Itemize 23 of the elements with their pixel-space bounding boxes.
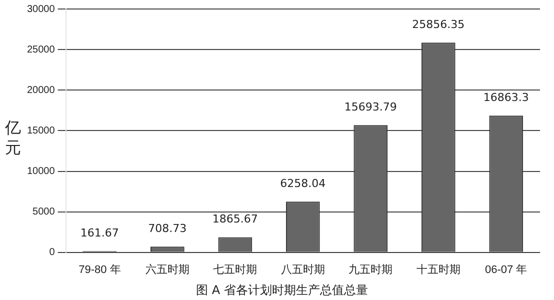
text: 图 A 省各计划时期生产总值总量 bbox=[196, 282, 368, 297]
x-tick-label: 八五时期 bbox=[280, 263, 325, 276]
y-tick-label: 20000 bbox=[26, 84, 56, 96]
y-tick-label: 0 bbox=[49, 247, 56, 258]
data-label: 708.73 bbox=[148, 222, 187, 236]
x-tick-label: 九五时期 bbox=[348, 263, 393, 276]
data-label: 1865.67 bbox=[212, 212, 258, 226]
x-tick-label: 06-07 年 bbox=[485, 264, 528, 276]
x-tick-label: 六五时期 bbox=[145, 263, 190, 276]
data-label: 6258.04 bbox=[280, 176, 326, 190]
y-tick-label: 25000 bbox=[26, 44, 56, 56]
y-tick-label: 15000 bbox=[26, 125, 56, 136]
y-tick-label: 5000 bbox=[32, 206, 56, 218]
x-tick-label: 十五时期 bbox=[416, 263, 460, 276]
y-axis-title: 亿元 bbox=[4, 118, 22, 158]
data-label: 161.67 bbox=[80, 226, 119, 240]
data-label: 25856.35 bbox=[412, 18, 465, 31]
data-label: 16863.3 bbox=[483, 90, 529, 104]
x-tick-label: 七五时期 bbox=[213, 263, 258, 276]
data-label: 15693.79 bbox=[344, 100, 397, 114]
y-tick-label: 30000 bbox=[26, 4, 56, 15]
y-tick-label: 10000 bbox=[26, 166, 56, 178]
x-tick-label: 79-80 年 bbox=[78, 264, 121, 276]
